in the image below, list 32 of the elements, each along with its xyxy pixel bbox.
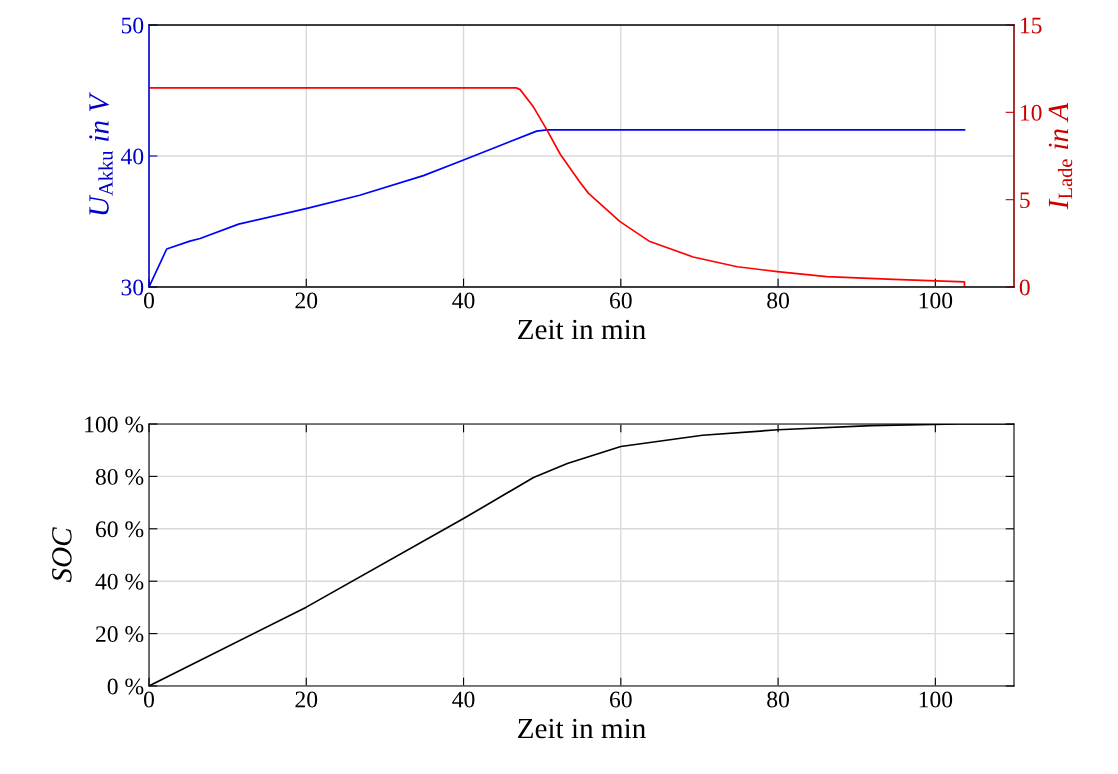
x-tick-label: 80 [767,292,789,309]
y-tick-label: 50 [121,17,144,34]
y2-tick-label: 10 [1020,104,1042,121]
x-tick-label: 60 [610,691,632,708]
x-tick-label: 0 [144,691,154,708]
x-tick-label: 40 [452,292,475,309]
y-tick-label: 40 [120,148,144,165]
x-tick-label: 100 [919,691,953,708]
y-tick-label: 40 % [95,573,144,590]
line-series [149,128,966,287]
y-tick-label: 30 [121,279,144,296]
x-tick-label: 20 [295,292,318,309]
y-axis-title: SOC [52,527,72,583]
x-axis-title: Zeit in min [518,319,646,340]
x-tick-label: 40 [452,691,475,708]
y-tick-label: 0 % [107,678,144,695]
x-tick-label: 100 [919,292,953,309]
y-tick-label: 100 % [85,416,144,433]
y2-axis-title: I$_{Lade}$ in A [1048,102,1073,210]
x-axis-title: Zeit in min [518,718,646,739]
x-tick-label: 60 [610,292,632,309]
x-tick-label: 80 [767,691,789,708]
line-series [149,87,966,287]
y-axis-title: U$_{Akku}$ in V [89,92,113,215]
y2-tick-label: 5 [1020,192,1030,209]
x-tick-label: 20 [295,691,318,708]
y-tick-label: 60 % [95,521,144,538]
y-tick-label: 20 % [95,626,144,643]
y2-tick-label: 15 [1020,17,1042,34]
y-tick-label: 80 % [95,468,144,485]
x-tick-label: 0 [144,292,154,309]
y2-tick-label: 0 [1019,279,1030,296]
